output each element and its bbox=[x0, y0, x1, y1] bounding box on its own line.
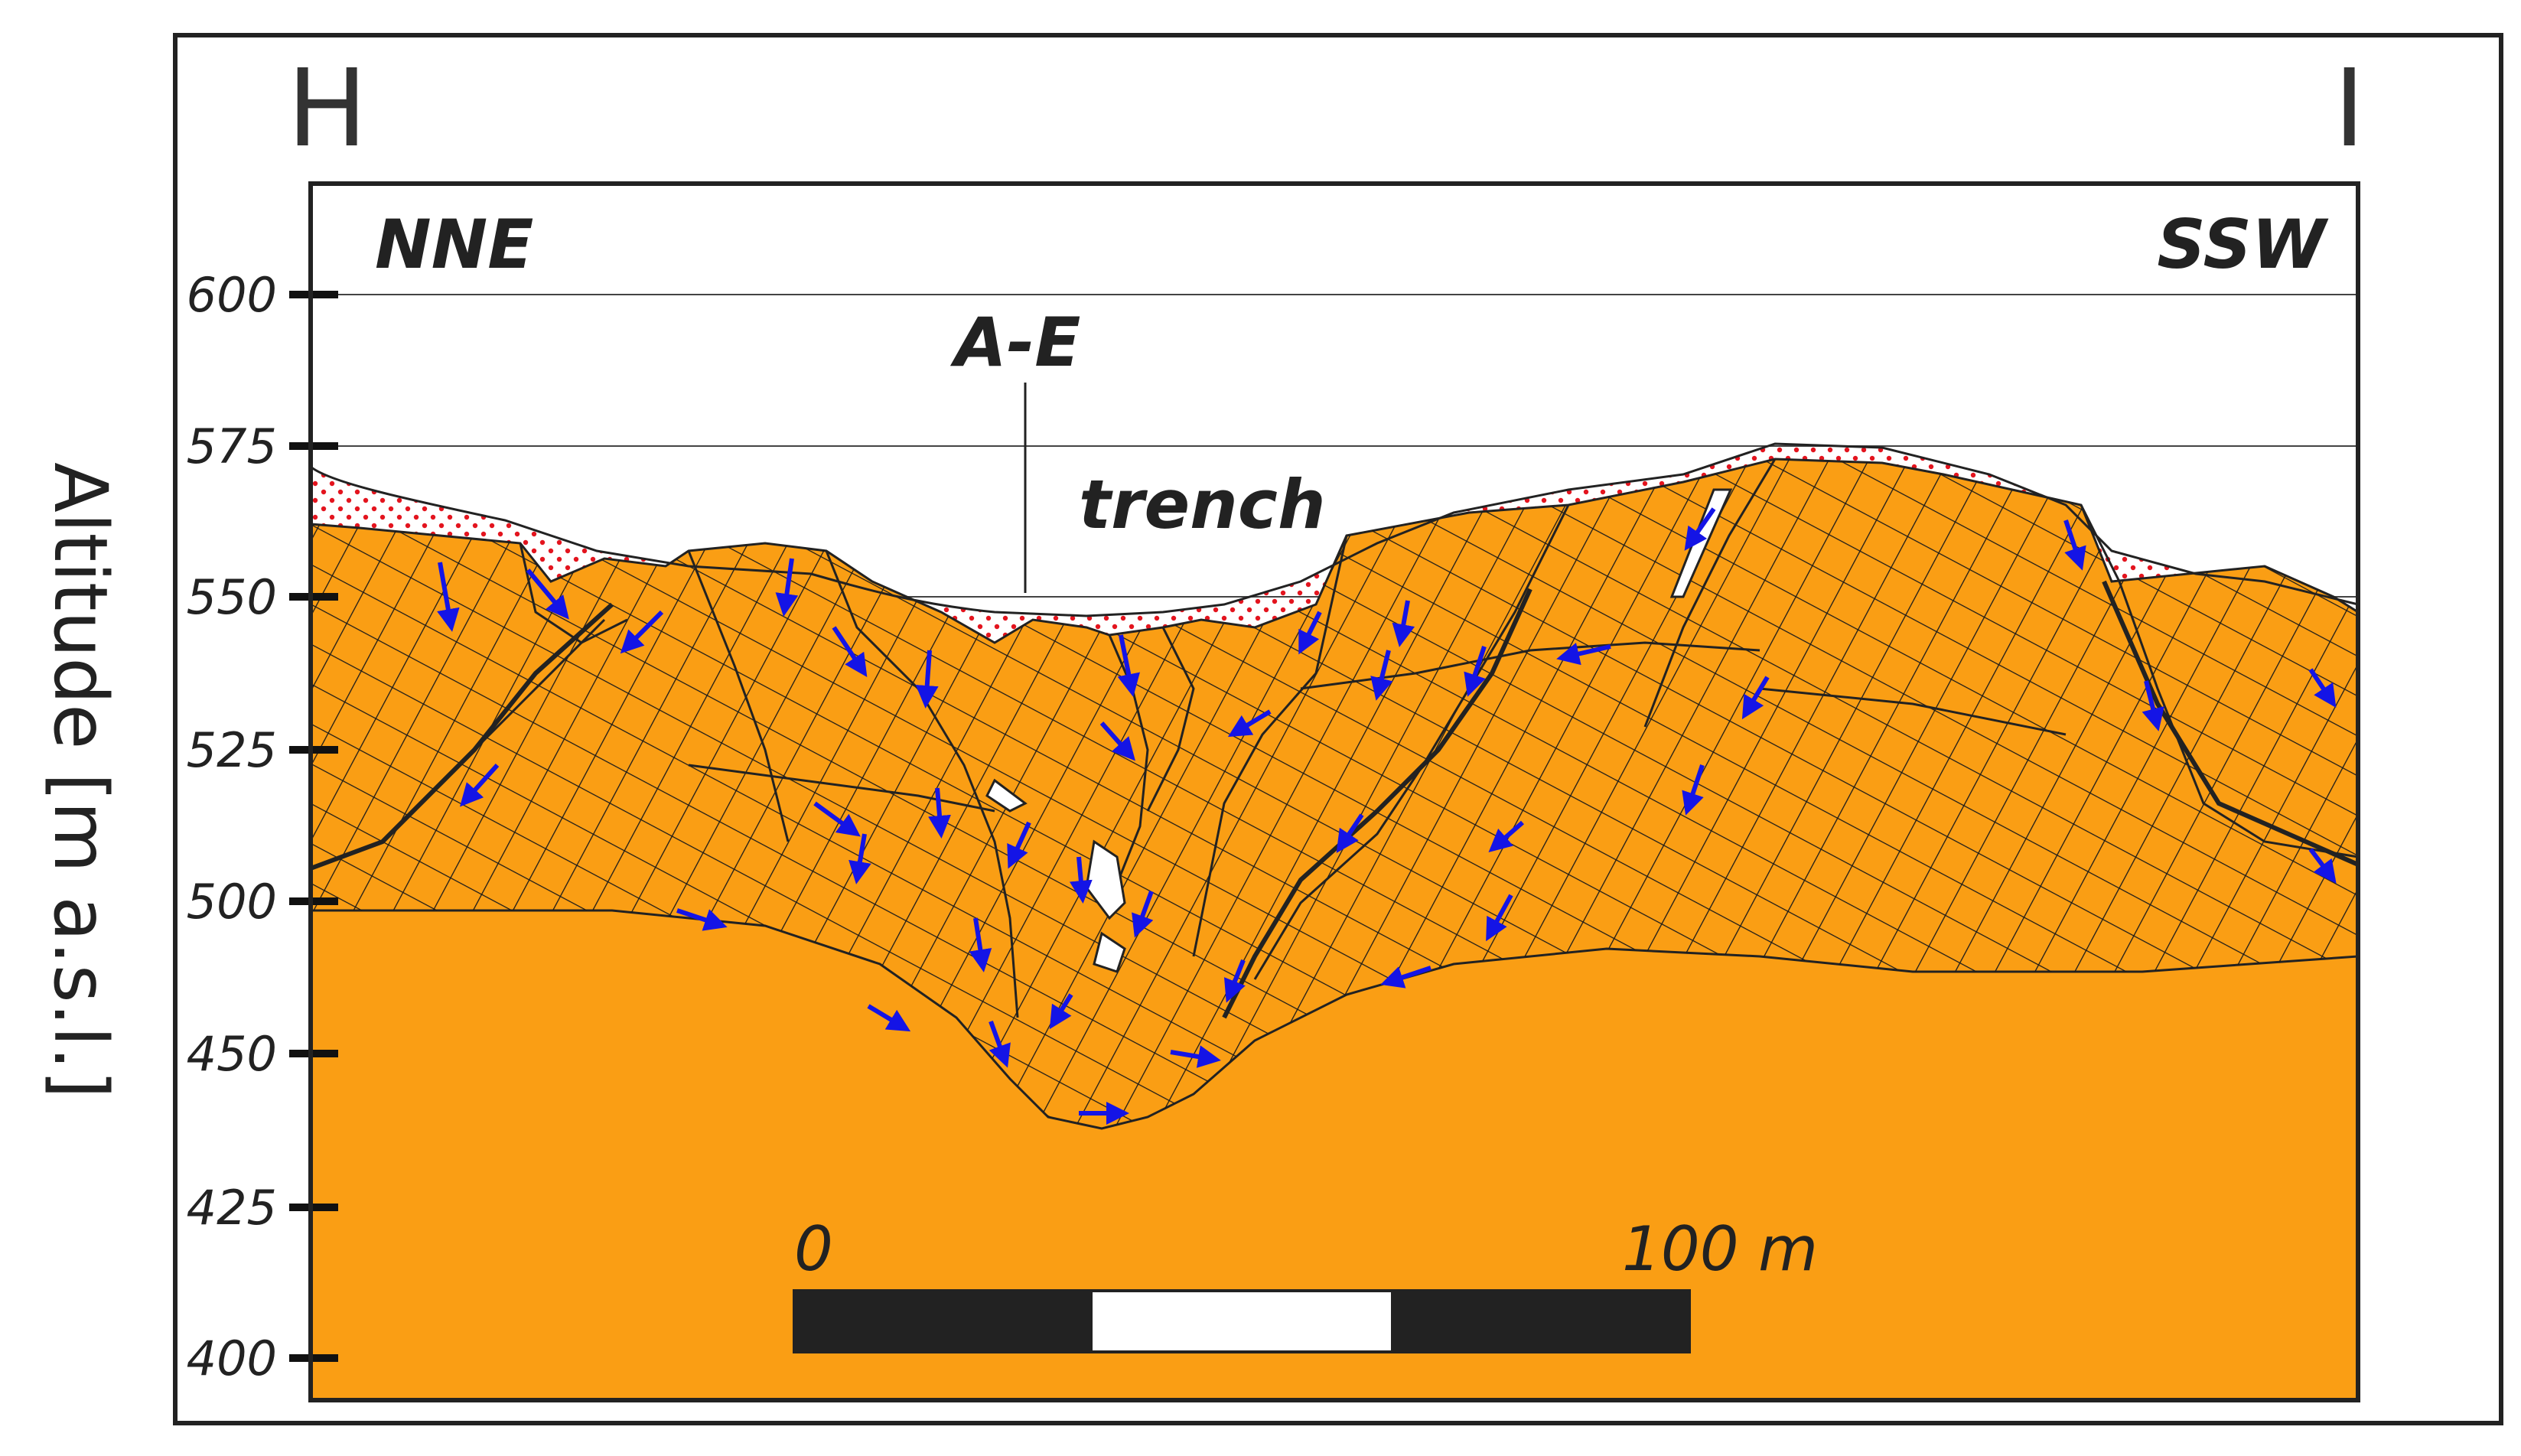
arrow-icon bbox=[1741, 676, 1770, 720]
arrow-icon bbox=[437, 562, 460, 632]
arrow-icon bbox=[676, 908, 728, 931]
arrow-icon bbox=[813, 801, 861, 837]
scale-bar-segment-3 bbox=[1391, 1291, 1689, 1352]
arrow-icon bbox=[459, 763, 500, 807]
panel-border bbox=[308, 181, 2360, 1402]
arrow-icon bbox=[1227, 709, 1272, 738]
y-tick-label: 525 bbox=[187, 722, 277, 778]
right-direction-label: SSW bbox=[2157, 205, 2329, 284]
section-start-label: H bbox=[287, 47, 367, 171]
arrow-icon bbox=[2063, 520, 2086, 571]
arrow-icon bbox=[1117, 634, 1141, 697]
arrow-icon bbox=[2142, 680, 2164, 731]
arrow-icon bbox=[1298, 611, 1322, 655]
arrow-icon bbox=[969, 917, 992, 972]
arrow-icon bbox=[1170, 1045, 1221, 1068]
scale-bar-segment-2 bbox=[1093, 1291, 1391, 1352]
arrow-icon bbox=[620, 610, 664, 654]
trench-label: trench bbox=[1079, 465, 1326, 544]
arrow-icon bbox=[1486, 894, 1513, 942]
arrow-icon bbox=[1049, 993, 1073, 1030]
arrow-icon bbox=[2308, 848, 2337, 884]
arrow-icon bbox=[1007, 821, 1031, 869]
left-direction-label: NNE bbox=[375, 205, 533, 284]
outer-frame bbox=[173, 33, 2503, 1425]
y-tick-label: 575 bbox=[187, 419, 277, 474]
y-axis: 600 575 550 525 500 450 425 400 bbox=[187, 267, 338, 1386]
y-tick-label: 400 bbox=[187, 1331, 277, 1386]
borehole-label: A-E bbox=[950, 303, 1081, 382]
arrow-icon bbox=[867, 1004, 911, 1032]
arrow-icon bbox=[915, 650, 939, 708]
arrow-icon bbox=[2308, 668, 2337, 708]
arrow-icon bbox=[848, 833, 871, 884]
arrow-icon bbox=[1684, 507, 1716, 551]
section-end-label: I bbox=[2334, 47, 2365, 171]
hatch-overlay bbox=[311, 459, 2358, 1129]
arrow-icon bbox=[1682, 764, 1705, 816]
arrow-icon bbox=[1336, 813, 1364, 853]
movement-arrows bbox=[437, 507, 2337, 1125]
scale-bar-outline bbox=[793, 1289, 1691, 1353]
arrow-icon bbox=[526, 568, 569, 620]
arrow-icon bbox=[775, 558, 799, 617]
y-axis-title: Altitude [m a.s.l.] bbox=[37, 462, 123, 1099]
scale-bar-start-label: 0 bbox=[794, 1213, 833, 1285]
arrow-icon bbox=[1488, 820, 1524, 852]
arrow-icon bbox=[1464, 646, 1487, 697]
arrow-icon bbox=[928, 787, 951, 839]
scale-bar-segment-1 bbox=[794, 1291, 1093, 1352]
arrow-icon bbox=[1370, 650, 1393, 701]
y-tick-label: 600 bbox=[187, 267, 277, 323]
arrow-icon bbox=[1069, 856, 1093, 904]
scale-bar: 0 100 m bbox=[793, 1213, 1818, 1353]
bedrock-layer bbox=[311, 903, 2358, 1400]
y-tick-label: 425 bbox=[187, 1180, 277, 1236]
arrow-icon bbox=[832, 626, 868, 677]
arrow-icon bbox=[1223, 959, 1246, 1003]
arrow-icon bbox=[1132, 890, 1154, 938]
y-tick-label: 500 bbox=[187, 874, 277, 930]
arrow-icon bbox=[1099, 721, 1135, 761]
y-tick-label: 550 bbox=[187, 569, 277, 625]
fault-lines bbox=[309, 580, 2360, 1019]
arrow-icon bbox=[1556, 642, 1611, 666]
ground-surface bbox=[310, 442, 2359, 617]
scale-bar-end-label: 100 m bbox=[1622, 1213, 1818, 1285]
arrow-icon bbox=[1392, 600, 1415, 647]
arrow-icon bbox=[1380, 966, 1431, 989]
y-tick-label: 450 bbox=[187, 1026, 277, 1082]
arrow-icon bbox=[989, 1020, 1011, 1068]
